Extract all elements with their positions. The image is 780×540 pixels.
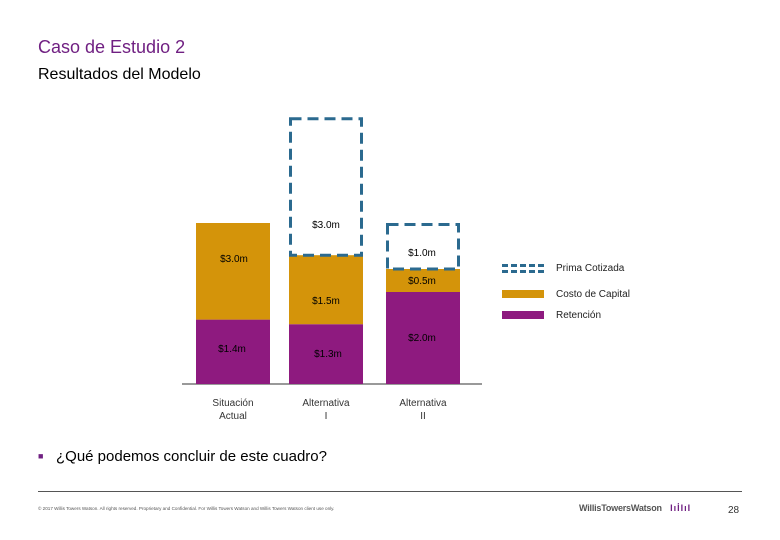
bar-retencion-situacion-actual [196, 319, 270, 384]
bar-retencion-alternativa-2 [386, 292, 460, 384]
page-title: Caso de Estudio 2 [38, 37, 186, 57]
footer-copyright: © 2017 Willis Towers Watson. All rights … [38, 506, 335, 511]
bullet-text: ¿Qué podemos concluir de este cuadro? [56, 448, 327, 465]
category-label-alternativa-2-line-2: II [420, 411, 426, 422]
logo-wordmark: WillisTowersWatson [579, 503, 662, 513]
legend-swatch-prima-cotizada [502, 264, 544, 273]
legend-label-retencion: Retención [556, 310, 602, 321]
category-label-situacion-actual-line-1: Situación [212, 398, 253, 409]
bar-prima-cotizada-alternativa-2 [386, 223, 460, 271]
data-label-retencion-alternativa-1: $1.3m [314, 349, 342, 360]
bar-prima-cotizada-alternativa-1 [289, 117, 363, 257]
logo-mark-icon: IıİIıI [670, 503, 692, 513]
category-label-alternativa-1-line-2: I [325, 411, 328, 422]
legend-swatch-retencion [502, 311, 544, 319]
bar-costo-capital-alternativa-1 [289, 255, 363, 325]
data-label-costo-capital-situacion-actual: $3.0m [220, 254, 248, 265]
category-label-alternativa-2-line-1: Alternativa [399, 398, 447, 409]
bar-costo-capital-situacion-actual [196, 223, 270, 320]
data-label-retencion-alternativa-2: $2.0m [408, 333, 436, 344]
bullet-square-icon: ■ [38, 451, 44, 461]
footer-divider [38, 491, 742, 492]
category-label-alternativa-1-line-1: Alternativa [302, 398, 350, 409]
legend-label-costo-capital: Costo de Capital [556, 289, 630, 300]
page-number: 28 [728, 505, 740, 516]
bar-costo-capital-alternativa-2 [386, 269, 460, 292]
data-label-costo-capital-alternativa-2: $0.5m [408, 276, 436, 287]
bar-retencion-alternativa-1 [289, 324, 363, 384]
data-label-costo-capital-alternativa-1: $1.5m [312, 296, 340, 307]
page-subtitle: Resultados del Modelo [38, 66, 201, 83]
company-logo: WillisTowersWatson IıİIıI [579, 503, 691, 513]
legend-label-prima-cotizada: Prima Cotizada [556, 263, 625, 274]
category-label-situacion-actual-line-2: Actual [219, 411, 247, 422]
data-label-prima-cotizada-alternativa-2: $1.0m [408, 248, 436, 259]
data-label-retencion-situacion-actual: $1.4m [218, 344, 246, 355]
data-label-prima-cotizada-alternativa-1: $3.0m [312, 220, 340, 231]
legend-swatch-costo-capital [502, 290, 544, 298]
